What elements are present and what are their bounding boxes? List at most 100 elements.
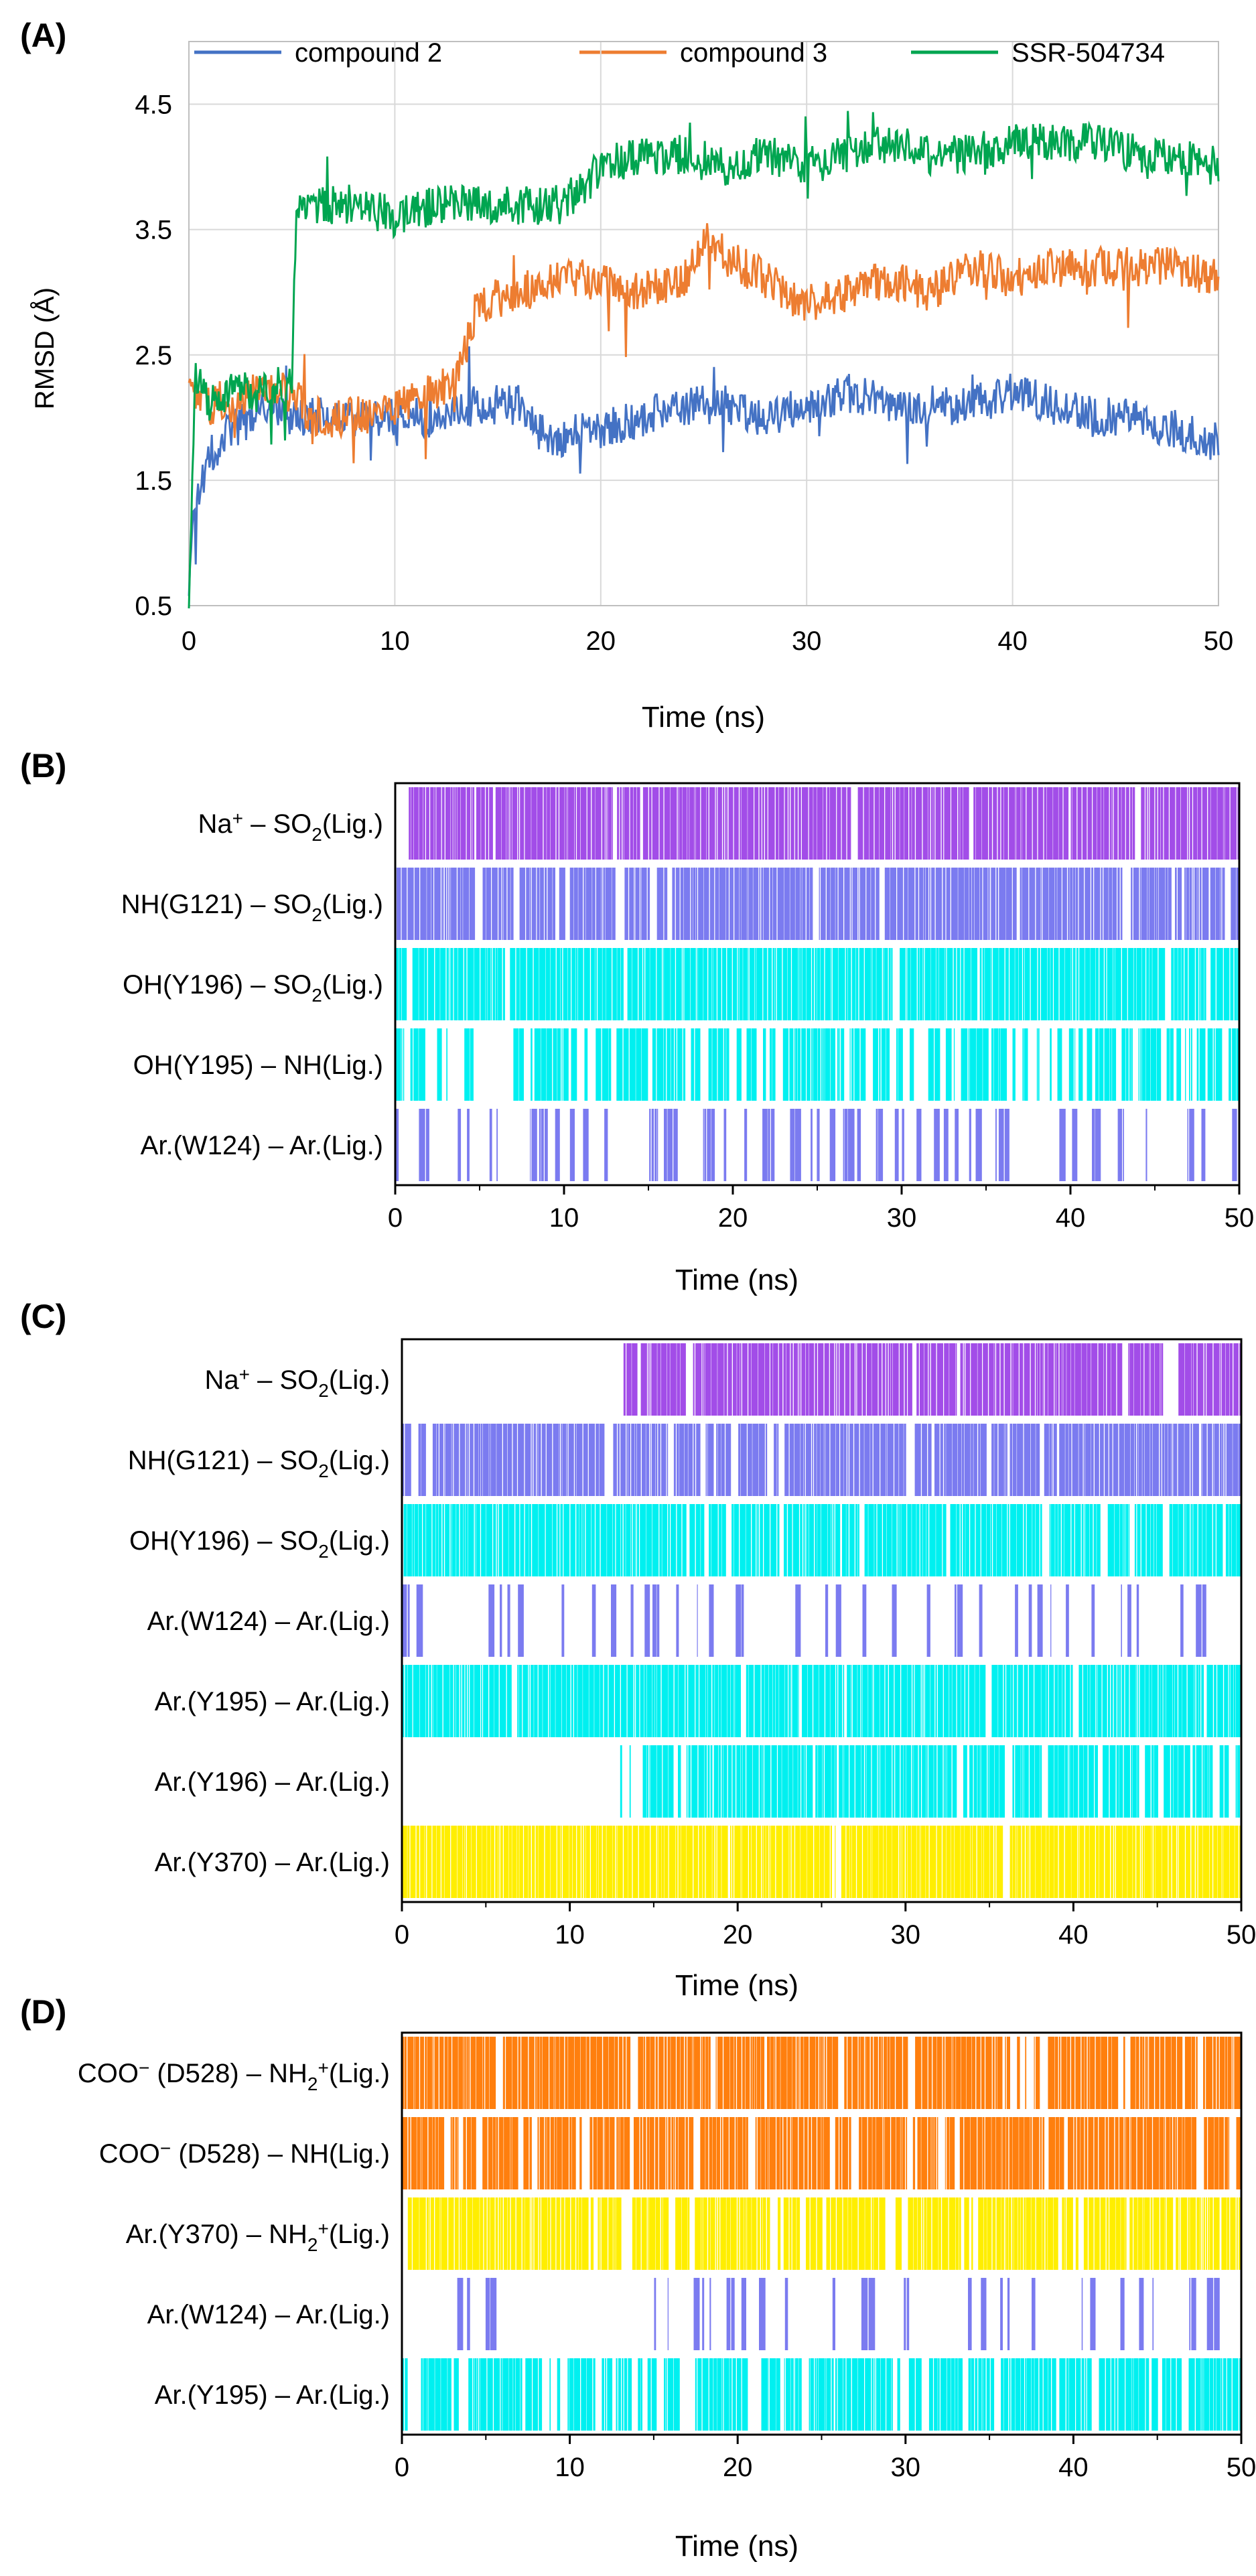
contact-mark (768, 1665, 773, 1737)
contact-mark (1213, 2197, 1220, 2270)
interaction-row: NH(G121) – SO2(Lig.) (121, 868, 1239, 940)
contact-mark (627, 1665, 634, 1737)
contact-mark (672, 868, 675, 940)
contact-mark (1025, 2358, 1027, 2431)
contact-mark (925, 1665, 930, 1737)
contact-mark (589, 2117, 593, 2189)
contact-mark (457, 1826, 463, 1898)
contact-mark (922, 1504, 926, 1576)
contact-mark (677, 2037, 681, 2109)
contact-mark (734, 1665, 735, 1737)
contact-mark (1048, 2197, 1054, 2270)
contact-mark (440, 2197, 441, 2270)
contact-mark (1117, 868, 1120, 940)
contact-mark (607, 1504, 612, 1576)
contact-mark (727, 948, 732, 1020)
contact-mark (1032, 1504, 1036, 1576)
contact-mark (668, 1504, 670, 1576)
contact-mark (572, 1826, 577, 1898)
contact-mark (1130, 787, 1132, 860)
contact-mark (993, 948, 999, 1020)
contact-mark (884, 2037, 888, 2109)
contact-mark (1000, 1343, 1004, 1416)
contact-mark (989, 787, 992, 860)
contact-mark (818, 1343, 824, 1416)
contact-mark (1153, 2197, 1160, 2270)
row-label: Na+ – SO2(Lig.) (198, 808, 383, 845)
contact-mark (574, 2037, 580, 2109)
contact-mark (557, 1028, 561, 1101)
contact-mark (431, 1665, 433, 1737)
contact-mark (1171, 2037, 1176, 2109)
contact-mark (1101, 787, 1104, 860)
contact-mark (747, 868, 748, 940)
contact-mark (1019, 1343, 1024, 1416)
contact-mark (755, 2117, 757, 2189)
contact-mark (721, 1826, 728, 1898)
contact-mark (1189, 1028, 1190, 1101)
contact-mark (492, 948, 495, 1020)
contact-mark (1142, 1424, 1145, 1496)
x-tick-label: 20 (723, 1920, 753, 1950)
contact-mark (687, 2037, 693, 2109)
contact-mark (1032, 2117, 1040, 2189)
contact-mark (507, 1584, 510, 1657)
contact-mark (721, 2358, 723, 2431)
contact-mark (738, 1424, 741, 1496)
contact-mark (847, 1665, 851, 1737)
contact-mark (677, 787, 679, 860)
contact-mark (1178, 868, 1182, 940)
contact-mark (749, 1826, 752, 1898)
contact-mark (1210, 1745, 1213, 1818)
contact-mark (668, 1745, 674, 1818)
contact-mark (864, 1504, 868, 1576)
contact-mark (1233, 1343, 1239, 1416)
contact-mark (1166, 2197, 1174, 2270)
contact-mark (904, 1745, 906, 1818)
contact-mark (708, 1028, 712, 1101)
contact-mark (424, 948, 427, 1020)
interaction-row: COO− (D528) – NH2+(Lig.) (78, 2037, 1241, 2109)
contact-mark (766, 2197, 770, 2270)
contact-mark (1147, 787, 1149, 860)
contact-mark (802, 1665, 808, 1737)
contact-mark (970, 1504, 975, 1576)
contact-mark (1001, 2197, 1004, 2270)
contact-mark (1020, 2197, 1024, 2270)
contact-mark (766, 1826, 769, 1898)
contact-mark (453, 948, 458, 1020)
contact-mark (718, 1504, 722, 1576)
contact-mark (568, 2037, 575, 2109)
contact-mark (969, 1745, 973, 1818)
contact-mark (1089, 1504, 1093, 1576)
contact-mark (1081, 2278, 1083, 2350)
contact-mark (806, 1504, 809, 1576)
contact-mark (957, 948, 961, 1020)
contact-mark (545, 2117, 547, 2189)
contact-mark (621, 948, 624, 1020)
contact-mark (705, 2117, 709, 2189)
contact-mark (715, 2037, 717, 2109)
contact-mark (711, 1504, 718, 1576)
contact-mark (928, 1343, 930, 1416)
contact-mark (1066, 2037, 1070, 2109)
contact-mark (832, 948, 839, 1020)
contact-mark (556, 787, 559, 860)
contact-mark (709, 1584, 714, 1657)
contact-mark (466, 1424, 468, 1496)
contact-mark (605, 2117, 610, 2189)
contact-mark (702, 2358, 709, 2431)
contact-mark (1043, 1343, 1044, 1416)
contact-mark (987, 2197, 992, 2270)
contact-mark (467, 2117, 472, 2189)
contact-mark (726, 868, 729, 940)
contact-mark (1057, 1028, 1062, 1101)
contact-mark (555, 2037, 559, 2109)
contact-mark (1080, 2117, 1085, 2189)
contact-mark (492, 2117, 496, 2189)
contact-mark (427, 2197, 429, 2270)
contact-mark (547, 868, 553, 940)
contact-mark (852, 2037, 858, 2109)
contact-mark (1022, 1826, 1025, 1898)
contact-mark (956, 1343, 957, 1416)
